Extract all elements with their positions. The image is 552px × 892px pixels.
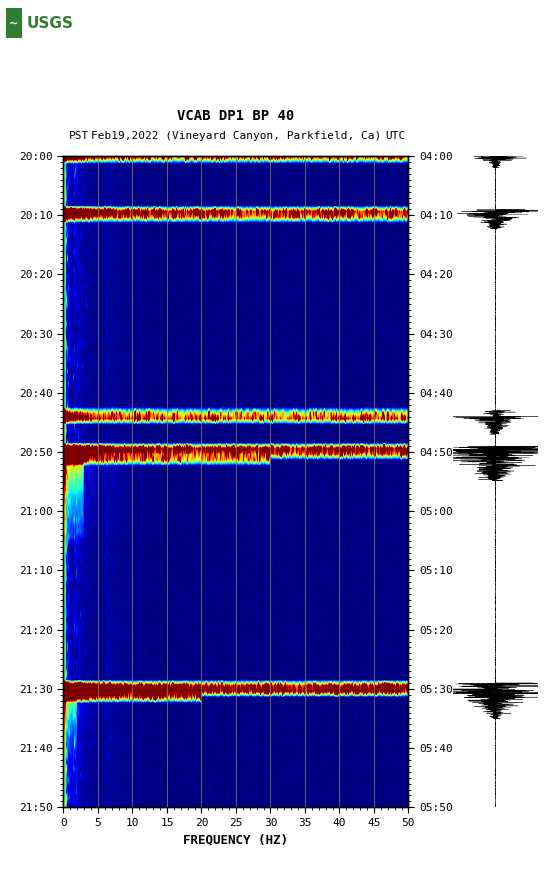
Text: UTC: UTC [385, 131, 406, 141]
X-axis label: FREQUENCY (HZ): FREQUENCY (HZ) [183, 833, 289, 847]
Text: ~: ~ [9, 18, 18, 29]
Text: USGS: USGS [26, 16, 73, 30]
Text: PST: PST [69, 131, 89, 141]
Text: Feb19,2022 (Vineyard Canyon, Parkfield, Ca): Feb19,2022 (Vineyard Canyon, Parkfield, … [91, 131, 381, 141]
FancyBboxPatch shape [6, 8, 22, 38]
Text: VCAB DP1 BP 40: VCAB DP1 BP 40 [177, 109, 295, 123]
